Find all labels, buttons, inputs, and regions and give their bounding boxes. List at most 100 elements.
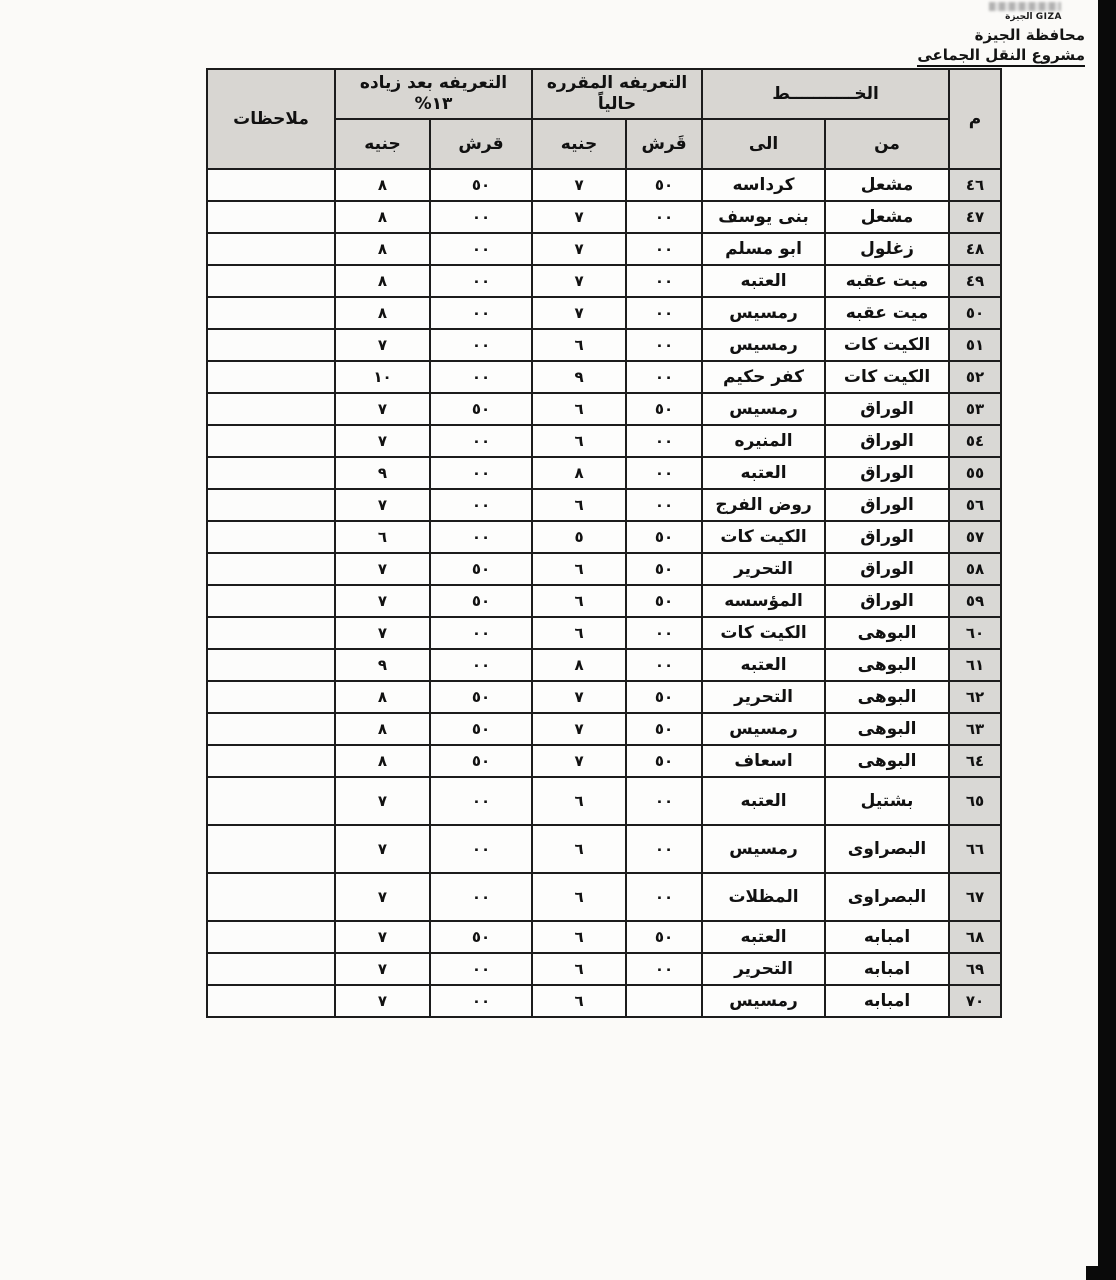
table-row: ٥٠ ميت عقبه رمسيس ٠٠ ٧ ٠٠ ٨	[206, 296, 1003, 330]
header-current-l1: التعريفه المقرره	[546, 72, 688, 93]
cell-to: العتبه	[701, 456, 827, 490]
cell-to: ابو مسلم	[701, 232, 827, 266]
cell-m: ٦٥	[948, 776, 1003, 826]
table-row: ٦٠ البوهى الكيت كات ٠٠ ٦ ٠٠ ٧	[206, 616, 1003, 650]
table-row: ٥٩ الوراق المؤسسه ٥٠ ٦ ٥٠ ٧	[206, 584, 1003, 618]
cell-aq: ٥٠	[429, 392, 534, 426]
cell-from: البصراوى	[824, 824, 951, 874]
cell-notes	[206, 712, 336, 746]
fare-table: م الخـــــــــــط التعريفه المقرره حاليا…	[206, 68, 1003, 1018]
cell-notes	[206, 552, 336, 586]
cell-cq: ٥٠	[625, 920, 704, 954]
cell-cq: ٥٠	[625, 168, 704, 202]
table-row: ٤٦ مشعل كرداسه ٥٠ ٧ ٥٠ ٨	[206, 168, 1003, 202]
cell-aq: ٠٠	[429, 872, 534, 922]
cell-cg: ٧	[531, 296, 628, 330]
table-row: ٤٩ ميت عقبه العتبه ٠٠ ٧ ٠٠ ٨	[206, 264, 1003, 298]
cell-aq: ٥٠	[429, 584, 534, 618]
cell-from: الوراق	[824, 584, 951, 618]
cell-m: ٦٧	[948, 872, 1003, 922]
cell-ag: ٧	[333, 328, 432, 362]
cell-aq: ٠٠	[429, 456, 534, 490]
cell-notes	[206, 920, 336, 954]
cell-notes	[206, 872, 336, 922]
header-qirsh-after: قرش	[429, 118, 534, 170]
cell-to: الكيت كات	[701, 520, 827, 554]
table-row: ٦٧ البصراوى المظلات ٠٠ ٦ ٠٠ ٧	[206, 872, 1003, 922]
cell-cq: ٠٠	[625, 328, 704, 362]
cell-from: ميت عقبه	[824, 296, 951, 330]
cell-to: رمسيس	[701, 824, 827, 874]
cell-cg: ٧	[531, 200, 628, 234]
cell-cg: ٦	[531, 824, 628, 874]
cell-notes	[206, 360, 336, 394]
cell-aq: ٠٠	[429, 488, 534, 522]
fare-table-header: م الخـــــــــــط التعريفه المقرره حاليا…	[206, 68, 1003, 170]
cell-cq: ٥٠	[625, 744, 704, 778]
cell-cg: ٦	[531, 920, 628, 954]
cell-to: العتبه	[701, 776, 827, 826]
cell-aq: ٠٠	[429, 264, 534, 298]
cell-cq: ٥٠	[625, 392, 704, 426]
table-row: ٥٦ الوراق روض الفرج ٠٠ ٦ ٠٠ ٧	[206, 488, 1003, 522]
cell-m: ٦٤	[948, 744, 1003, 778]
cell-aq: ٠٠	[429, 200, 534, 234]
cell-cg: ٧	[531, 232, 628, 266]
cell-m: ٤٧	[948, 200, 1003, 234]
cell-to: المنيره	[701, 424, 827, 458]
cell-from: البوهى	[824, 648, 951, 682]
table-row: ٦٣ البوهى رمسيس ٥٠ ٧ ٥٠ ٨	[206, 712, 1003, 746]
giza-logo: الجيزة GIZA	[1005, 12, 1062, 22]
cell-cq	[625, 984, 704, 1018]
cell-m: ٧٠	[948, 984, 1003, 1018]
header-notes: ملاحظات	[206, 68, 336, 170]
cell-from: البوهى	[824, 744, 951, 778]
cell-from: الوراق	[824, 456, 951, 490]
cell-from: الوراق	[824, 520, 951, 554]
cell-from: امبابه	[824, 920, 951, 954]
cell-aq: ٠٠	[429, 984, 534, 1018]
cell-notes	[206, 424, 336, 458]
cell-cq: ٠٠	[625, 424, 704, 458]
table-row: ٥٨ الوراق التحرير ٥٠ ٦ ٥٠ ٧	[206, 552, 1003, 586]
cell-to: المظلات	[701, 872, 827, 922]
cell-cg: ٦	[531, 984, 628, 1018]
cell-m: ٥٧	[948, 520, 1003, 554]
cell-from: الوراق	[824, 424, 951, 458]
cell-notes	[206, 392, 336, 426]
cell-from: مشعل	[824, 168, 951, 202]
cell-ag: ٧	[333, 952, 432, 986]
cell-cg: ٩	[531, 360, 628, 394]
cell-ag: ٧	[333, 424, 432, 458]
cell-cq: ٠٠	[625, 456, 704, 490]
cell-ag: ٨	[333, 168, 432, 202]
cell-m: ٦١	[948, 648, 1003, 682]
stamp-smudge	[989, 2, 1061, 11]
cell-notes	[206, 952, 336, 986]
cell-cg: ٧	[531, 168, 628, 202]
cell-from: زغلول	[824, 232, 951, 266]
cell-from: الكيت كات	[824, 328, 951, 362]
cell-notes	[206, 648, 336, 682]
cell-ag: ٧	[333, 392, 432, 426]
cell-cq: ٠٠	[625, 488, 704, 522]
cell-m: ٥١	[948, 328, 1003, 362]
table-row: ٥١ الكيت كات رمسيس ٠٠ ٦ ٠٠ ٧	[206, 328, 1003, 362]
cell-ag: ٧	[333, 776, 432, 826]
cell-to: التحرير	[701, 952, 827, 986]
table-row: ٥٤ الوراق المنيره ٠٠ ٦ ٠٠ ٧	[206, 424, 1003, 458]
cell-aq: ٠٠	[429, 616, 534, 650]
cell-notes	[206, 776, 336, 826]
cell-notes	[206, 456, 336, 490]
cell-ag: ٨	[333, 680, 432, 714]
cell-aq: ٠٠	[429, 328, 534, 362]
cell-m: ٦٢	[948, 680, 1003, 714]
cell-m: ٥٤	[948, 424, 1003, 458]
cell-ag: ٨	[333, 744, 432, 778]
cell-to: التحرير	[701, 552, 827, 586]
cell-cq: ٠٠	[625, 264, 704, 298]
cell-to: التحرير	[701, 680, 827, 714]
cell-cq: ٥٠	[625, 680, 704, 714]
table-row: ٧٠ امبابه رمسيس ٦ ٠٠ ٧	[206, 984, 1003, 1018]
